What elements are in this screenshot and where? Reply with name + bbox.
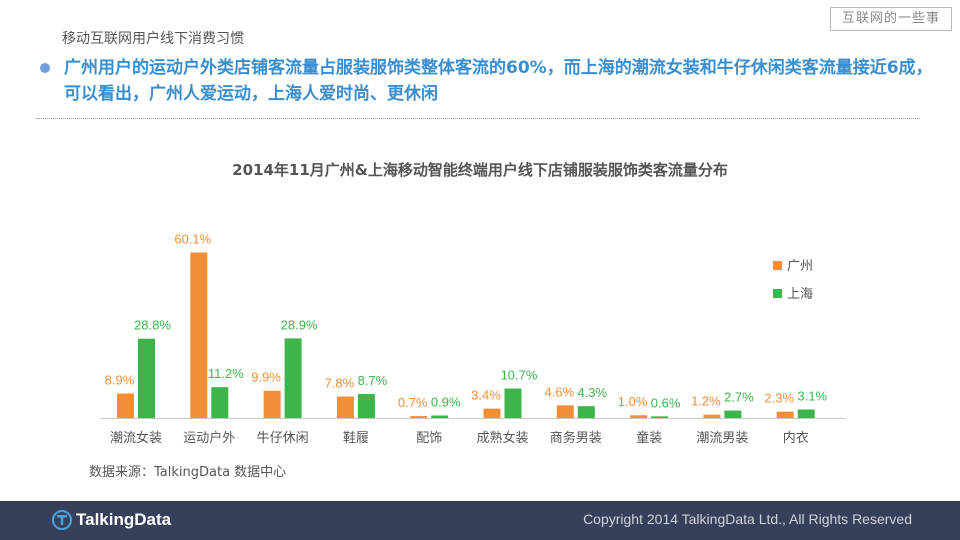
- bar-guangzhou: [410, 416, 428, 418]
- bar-shanghai: [284, 338, 302, 418]
- value-labels-group: 8.9% 28.8% 60.1% 11.2% 9.9% 28.9% 7.8% 8.7% 0.7%…: [105, 231, 828, 410]
- bar-guangzhou: [630, 415, 648, 418]
- bar-shanghai: [138, 338, 155, 418]
- bar-guangzhou: [117, 393, 134, 418]
- value-label: 0.6%: [651, 395, 681, 410]
- footer-bar: TalkingData Copyright 2014 TalkingData L…: [0, 501, 960, 540]
- category-label: 潮流女装: [110, 430, 162, 446]
- value-label: 4.6%: [544, 384, 574, 399]
- value-label: 4.3%: [577, 385, 607, 400]
- data-source-note: 数据来源：TalkingData 数据中心: [89, 465, 287, 480]
- bar-shanghai: [651, 416, 669, 418]
- value-label: 0.7%: [398, 395, 428, 410]
- category-label: 牛仔休闲: [257, 431, 309, 446]
- category-label: 配饰: [416, 431, 442, 446]
- value-label: 11.2%: [208, 366, 244, 381]
- category-label: 潮流男装: [696, 431, 748, 446]
- category-labels-group: 潮流女装 运动户外 牛仔休闲 鞋履 配饰 成熟女装 商务男装 童装 潮流男装 内衣: [110, 430, 809, 446]
- watermark-badge: 互联网的一些事: [830, 7, 952, 31]
- value-label: 60.1%: [174, 231, 211, 246]
- copyright-text: Copyright 2014 TalkingData Ltd., All Rig…: [583, 511, 912, 527]
- bar-guangzhou: [263, 390, 281, 418]
- bar-shanghai: [577, 406, 595, 418]
- category-label: 内衣: [783, 430, 809, 446]
- bar-shanghai: [797, 409, 815, 418]
- category-label: 运动户外: [183, 430, 235, 446]
- value-label: 0.9%: [431, 395, 461, 410]
- bar-guangzhou: [190, 252, 208, 418]
- category-label: 童装: [636, 430, 662, 446]
- legend-label: 广州: [787, 259, 813, 274]
- bar-shanghai: [724, 410, 742, 418]
- bar-guangzhou: [703, 414, 721, 418]
- value-label: 8.7%: [358, 373, 388, 388]
- bar-guangzhou: [336, 396, 354, 418]
- value-label: 1.2%: [691, 394, 721, 409]
- bullet-icon: [40, 63, 50, 73]
- value-label: 28.9%: [281, 317, 318, 332]
- talkingdata-logo-icon: [52, 510, 72, 530]
- talkingdata-logo: TalkingData: [52, 509, 171, 531]
- category-label: 成熟女装: [476, 430, 528, 446]
- section-title: 移动互联网用户线下消费习惯: [62, 31, 244, 47]
- category-label: 鞋履: [343, 430, 369, 446]
- bar-shanghai: [357, 394, 375, 418]
- value-label: 2.7%: [724, 390, 754, 405]
- bar-guangzhou: [776, 411, 794, 418]
- bar-chart: 8.9% 28.8% 60.1% 11.2% 9.9% 28.9% 7.8% 8.7% 0.7%…: [100, 231, 846, 446]
- legend-label: 上海: [787, 287, 813, 302]
- dotted-divider: [36, 118, 920, 119]
- bar-shanghai: [504, 388, 522, 418]
- value-label: 1.0%: [618, 394, 648, 409]
- value-label: 2.3%: [764, 391, 794, 406]
- headline-text: 广州用户的运动户外类店铺客流量占服装服饰类整体客流的60%，而上海的潮流女装和牛…: [64, 58, 933, 104]
- value-label: 9.9%: [251, 370, 281, 385]
- bar-shanghai: [211, 387, 229, 418]
- logo-text: TalkingData: [76, 510, 172, 529]
- bar-guangzhou: [556, 405, 574, 418]
- legend-swatch: [773, 261, 782, 270]
- bars-group: [100, 252, 846, 419]
- value-label: 8.9%: [105, 372, 135, 387]
- legend-swatch: [773, 289, 782, 298]
- chart-title: 2014年11月广州&上海移动智能终端用户线下店铺服装服饰类客流量分布: [232, 161, 728, 179]
- bar-guangzhou: [483, 408, 501, 418]
- value-label: 28.8%: [134, 318, 171, 333]
- value-label: 10.7%: [501, 368, 538, 383]
- value-label: 7.8%: [325, 376, 355, 391]
- value-label: 3.1%: [797, 388, 827, 403]
- value-label: 3.4%: [471, 388, 501, 403]
- bar-shanghai: [431, 415, 449, 418]
- category-label: 商务男装: [550, 430, 602, 446]
